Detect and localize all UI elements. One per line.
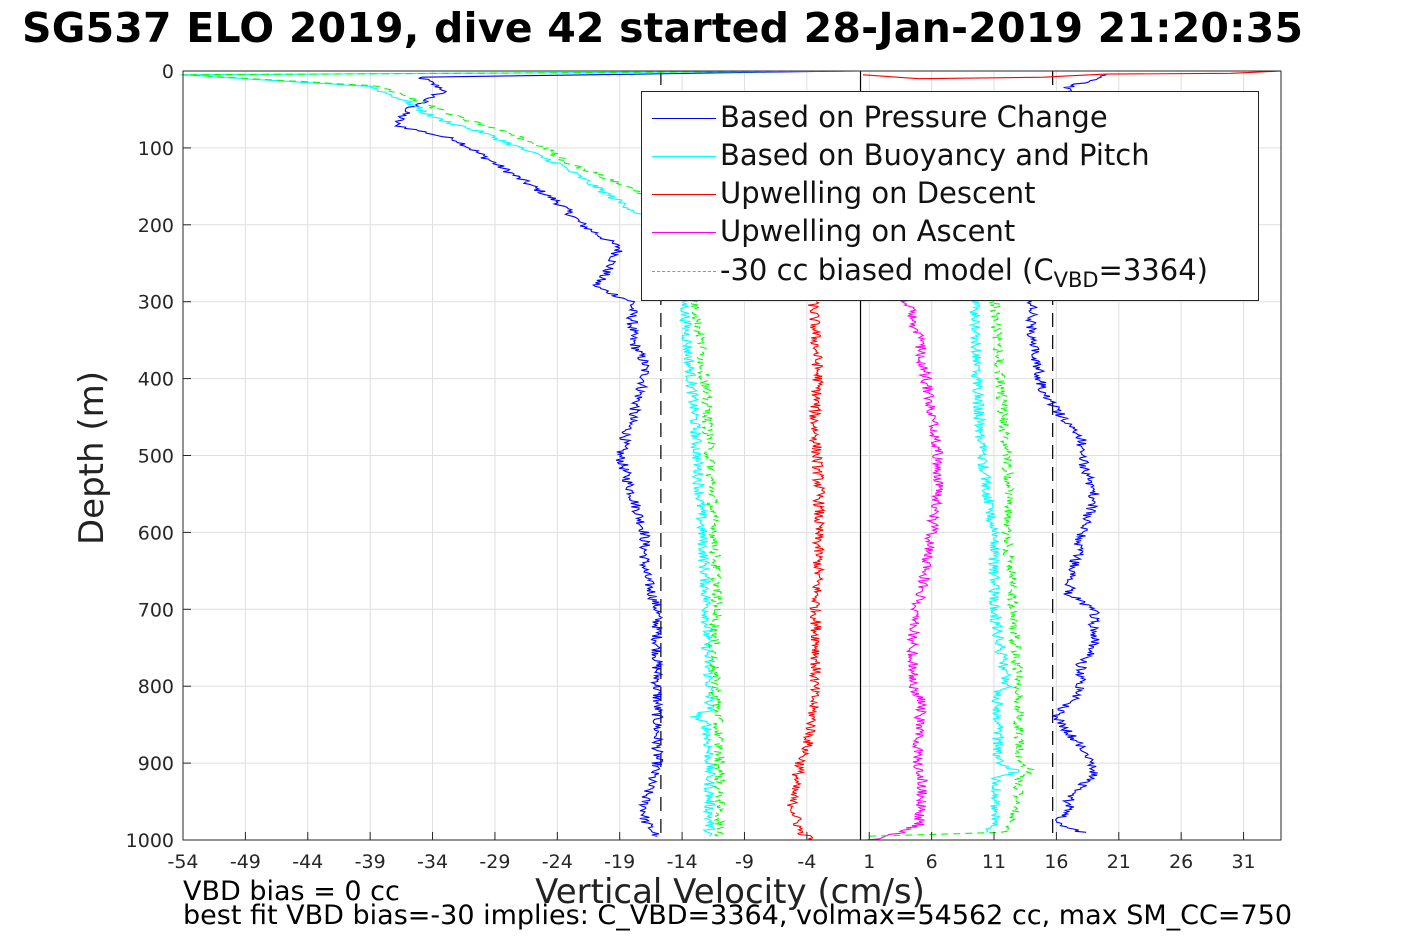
y-tick-label: 100 <box>138 138 174 160</box>
x-tick-label: -34 <box>417 851 448 873</box>
legend-swatch-pressure <box>652 118 716 119</box>
series-line-descent <box>180 70 857 837</box>
legend-label-buoyancy: Based on Buoyancy and Pitch <box>720 138 1150 172</box>
x-tick-label: -14 <box>667 851 698 873</box>
y-tick-label: 900 <box>138 753 174 775</box>
x-tick-label: -44 <box>292 851 323 873</box>
legend-model-suffix: =3364) <box>1098 253 1208 287</box>
x-tick-label: -4 <box>797 851 816 873</box>
series-line-descent <box>393 70 853 837</box>
legend-model-subscript: VBD <box>1053 267 1099 292</box>
x-tick-label: -9 <box>735 851 754 873</box>
legend-swatch-buoyancy <box>652 156 716 157</box>
y-tick-label: 200 <box>138 215 174 237</box>
y-tick-label: 800 <box>138 676 174 698</box>
chart-title: SG537 ELO 2019, dive 42 started 28-Jan-2… <box>22 4 1304 52</box>
legend-swatch-model <box>652 271 716 272</box>
legend-entry-buoyancy: Based on Buoyancy and Pitch <box>642 134 1258 172</box>
legend-entry-pressure: Based on Pressure Change <box>642 96 1258 134</box>
x-tick-label: -24 <box>542 851 573 873</box>
y-tick-label: 600 <box>138 522 174 544</box>
legend-entry-model: -30 cc biased model (CVBD=3364) <box>642 249 1258 292</box>
legend-entry-descent: Upwelling on Descent <box>642 172 1258 210</box>
x-tick-label: -39 <box>355 851 386 873</box>
legend-label-descent: Upwelling on Descent <box>720 176 1036 210</box>
legend-label-pressure: Based on Pressure Change <box>720 100 1108 134</box>
legend-swatch-descent <box>652 194 716 195</box>
y-axis-label: Depth (m) <box>72 370 112 546</box>
x-tick-label: 6 <box>926 851 938 873</box>
best-fit-note: best fit VBD bias=-30 implies: C_VBD=336… <box>183 900 1293 931</box>
series-line-surface <box>862 70 1282 80</box>
chart-legend: Based on Pressure Change Based on Buoyan… <box>641 91 1259 301</box>
x-tick-label: 26 <box>1169 851 1193 873</box>
x-tick-label: -49 <box>230 851 261 873</box>
x-tick-label: 21 <box>1107 851 1131 873</box>
x-tick-label: -29 <box>479 851 510 873</box>
legend-entry-ascent: Upwelling on Ascent <box>642 210 1258 248</box>
y-tick-label: 0 <box>162 61 174 83</box>
y-tick-label: 700 <box>138 599 174 621</box>
x-tick-label: -54 <box>167 851 198 873</box>
legend-label-model: -30 cc biased model (CVBD=3364) <box>720 253 1208 292</box>
x-tick-label: 16 <box>1044 851 1068 873</box>
x-tick-label: 1 <box>863 851 875 873</box>
y-tick-label: 1000 <box>126 830 174 852</box>
y-tick-label: 300 <box>138 292 174 314</box>
x-tick-label: -19 <box>604 851 635 873</box>
vbd-bias-note: VBD bias = 0 cc <box>183 876 400 907</box>
x-tick-label: 31 <box>1231 851 1255 873</box>
series-line-descent <box>787 301 826 841</box>
x-tick-label: 11 <box>982 851 1006 873</box>
series-line-ascent <box>869 301 1036 837</box>
y-tick-label: 400 <box>138 369 174 391</box>
legend-model-prefix: -30 cc biased model (C <box>720 253 1054 287</box>
y-tick-label: 500 <box>138 446 174 468</box>
legend-label-ascent: Upwelling on Ascent <box>720 214 1016 248</box>
x-axis-label: Vertical Velocity (cm/s) <box>535 872 925 912</box>
legend-swatch-ascent <box>652 232 716 233</box>
